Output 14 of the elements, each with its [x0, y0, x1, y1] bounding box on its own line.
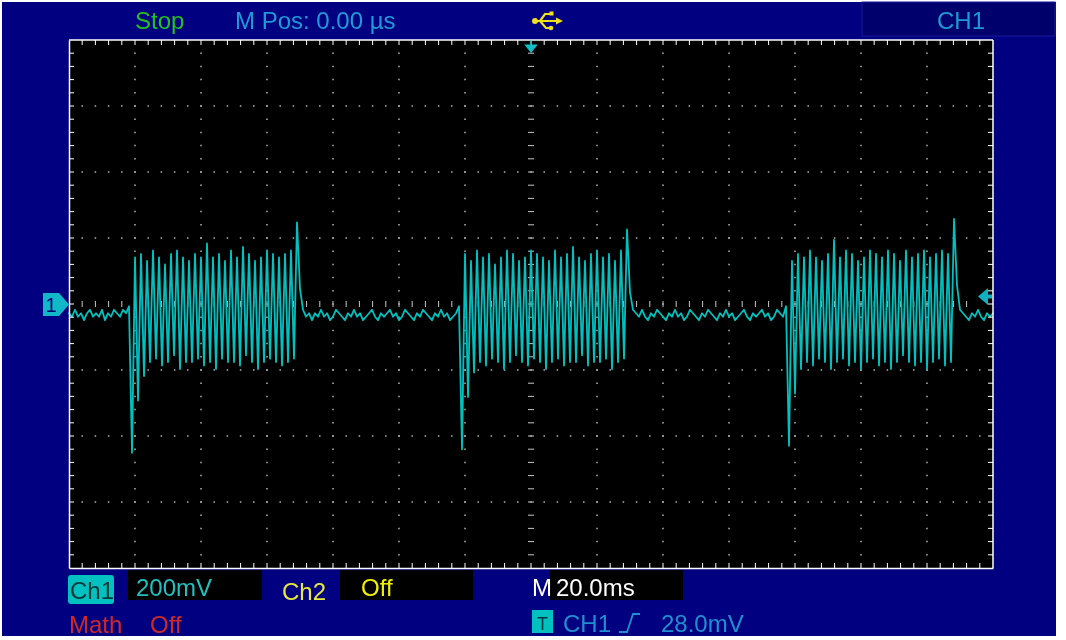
text: Off: [150, 611, 182, 638]
text: 200mV: [136, 574, 213, 601]
text: CH1: [563, 610, 612, 637]
text: 1: [45, 294, 57, 316]
text: T: [537, 614, 548, 634]
text: Ch2: [282, 578, 327, 605]
text: 20.0ms: [556, 574, 635, 601]
text: Off: [361, 574, 393, 601]
text: Math: [69, 611, 123, 638]
text: 28.0mV: [661, 610, 744, 637]
text: M: [532, 574, 552, 601]
text: Stop: [135, 7, 185, 34]
text: CH1: [937, 7, 986, 34]
text: M Pos: 0.00 µs: [235, 7, 396, 34]
